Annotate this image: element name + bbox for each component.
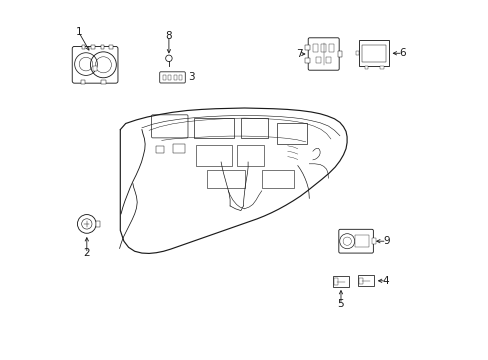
- Bar: [358, 40, 388, 66]
- Text: 9: 9: [383, 236, 389, 246]
- Bar: [81, 80, 84, 84]
- FancyBboxPatch shape: [151, 115, 187, 138]
- Bar: [163, 75, 165, 80]
- Bar: [179, 75, 182, 80]
- Bar: [371, 238, 375, 244]
- Bar: [354, 235, 368, 247]
- Bar: [194, 118, 233, 138]
- Text: 5: 5: [337, 299, 344, 309]
- Bar: [101, 80, 105, 84]
- Bar: [237, 145, 264, 166]
- Text: 8: 8: [165, 31, 172, 41]
- Text: 7: 7: [296, 49, 302, 59]
- Bar: [358, 278, 362, 284]
- Bar: [321, 44, 325, 51]
- Bar: [206, 170, 244, 188]
- FancyBboxPatch shape: [160, 72, 185, 83]
- Bar: [379, 66, 383, 69]
- Bar: [305, 58, 309, 63]
- FancyBboxPatch shape: [307, 38, 339, 70]
- Bar: [261, 170, 294, 188]
- Bar: [357, 275, 373, 286]
- Bar: [196, 145, 231, 166]
- Text: 6: 6: [399, 48, 406, 58]
- Bar: [328, 44, 333, 51]
- Bar: [81, 45, 85, 49]
- Bar: [241, 118, 267, 138]
- Bar: [362, 45, 385, 62]
- Bar: [173, 144, 184, 153]
- Bar: [92, 66, 97, 71]
- Bar: [91, 45, 95, 49]
- Text: 3: 3: [188, 72, 195, 82]
- Text: 2: 2: [83, 248, 90, 258]
- Bar: [313, 44, 318, 51]
- Bar: [174, 75, 176, 80]
- Bar: [337, 51, 342, 57]
- Bar: [168, 75, 171, 80]
- Bar: [333, 278, 337, 285]
- Text: 1: 1: [76, 27, 82, 37]
- Bar: [276, 123, 307, 144]
- Bar: [315, 57, 321, 63]
- Bar: [305, 45, 309, 50]
- Text: 4: 4: [382, 276, 388, 286]
- Bar: [155, 146, 163, 153]
- FancyBboxPatch shape: [338, 229, 373, 253]
- Bar: [101, 45, 104, 49]
- Bar: [355, 51, 358, 55]
- Bar: [364, 66, 367, 69]
- FancyBboxPatch shape: [72, 46, 118, 83]
- Bar: [325, 57, 330, 63]
- Bar: [332, 276, 348, 287]
- Bar: [109, 45, 112, 49]
- Bar: [96, 221, 100, 227]
